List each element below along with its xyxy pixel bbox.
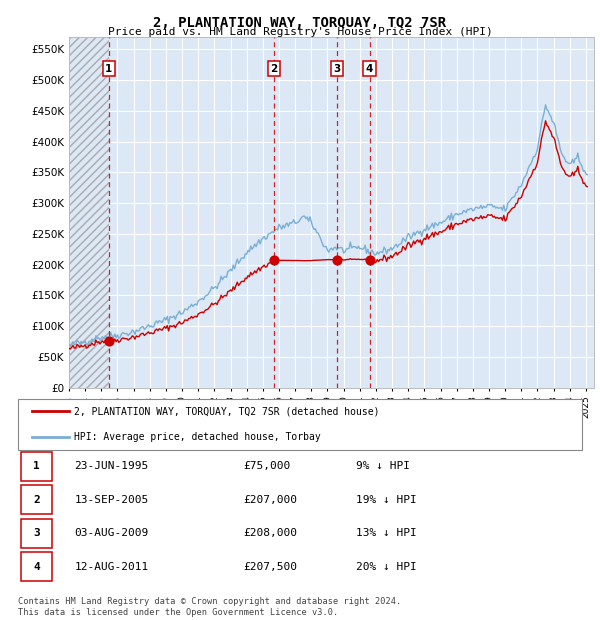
Point <box>269 255 279 265</box>
Bar <box>21 485 52 514</box>
Text: 20% ↓ HPI: 20% ↓ HPI <box>356 562 417 572</box>
Text: 13-SEP-2005: 13-SEP-2005 <box>74 495 149 505</box>
Point <box>104 337 113 347</box>
Bar <box>21 519 52 547</box>
Text: 1: 1 <box>105 64 113 74</box>
Text: 2: 2 <box>33 495 40 505</box>
Text: Price paid vs. HM Land Registry's House Price Index (HPI): Price paid vs. HM Land Registry's House … <box>107 27 493 37</box>
Text: 2, PLANTATION WAY, TORQUAY, TQ2 7SR (detached house): 2, PLANTATION WAY, TORQUAY, TQ2 7SR (det… <box>74 406 380 417</box>
Text: 3: 3 <box>333 64 340 74</box>
Text: 19% ↓ HPI: 19% ↓ HPI <box>356 495 417 505</box>
Text: £207,000: £207,000 <box>244 495 298 505</box>
Text: 12-AUG-2011: 12-AUG-2011 <box>74 562 149 572</box>
Text: £207,500: £207,500 <box>244 562 298 572</box>
Text: 1: 1 <box>33 461 40 471</box>
Text: 9% ↓ HPI: 9% ↓ HPI <box>356 461 410 471</box>
Text: 4: 4 <box>33 562 40 572</box>
Text: £208,000: £208,000 <box>244 528 298 538</box>
Text: Contains HM Land Registry data © Crown copyright and database right 2024.
This d: Contains HM Land Registry data © Crown c… <box>18 598 401 617</box>
Text: 13% ↓ HPI: 13% ↓ HPI <box>356 528 417 538</box>
Bar <box>21 552 52 581</box>
Text: 4: 4 <box>366 64 373 74</box>
Text: 03-AUG-2009: 03-AUG-2009 <box>74 528 149 538</box>
Text: 3: 3 <box>33 528 40 538</box>
Text: HPI: Average price, detached house, Torbay: HPI: Average price, detached house, Torb… <box>74 432 321 442</box>
Text: 2, PLANTATION WAY, TORQUAY, TQ2 7SR: 2, PLANTATION WAY, TORQUAY, TQ2 7SR <box>154 16 446 30</box>
Point <box>332 255 341 265</box>
Text: £75,000: £75,000 <box>244 461 291 471</box>
Text: 2: 2 <box>271 64 278 74</box>
Point <box>365 255 374 265</box>
Bar <box>21 452 52 480</box>
Text: 23-JUN-1995: 23-JUN-1995 <box>74 461 149 471</box>
Bar <box>69 37 109 387</box>
